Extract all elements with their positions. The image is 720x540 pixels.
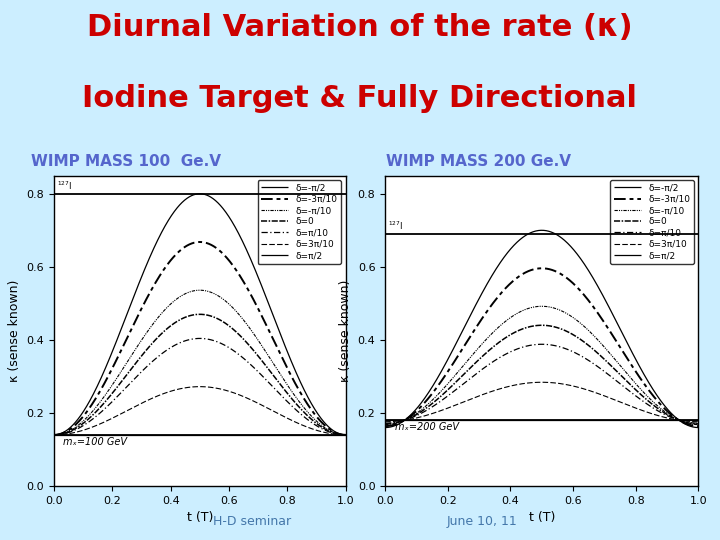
Text: WIMP MASS 200 Ge.V: WIMP MASS 200 Ge.V <box>387 154 571 169</box>
Text: $^{127}$I: $^{127}$I <box>57 179 72 192</box>
Text: mₓ=100 GeV: mₓ=100 GeV <box>63 437 127 447</box>
Text: H-D seminar: H-D seminar <box>213 515 291 528</box>
Text: Diurnal Variation of the rate (κ): Diurnal Variation of the rate (κ) <box>87 14 633 43</box>
Text: $^{127}$I: $^{127}$I <box>388 220 403 232</box>
X-axis label: t (T): t (T) <box>186 511 213 524</box>
Legend: δ=-π/2, δ=-3π/10, δ=-π/10, δ=0, δ=π/10, δ=3π/10, δ=π/2: δ=-π/2, δ=-3π/10, δ=-π/10, δ=0, δ=π/10, … <box>611 180 694 264</box>
Text: WIMP MASS 100  Ge.V: WIMP MASS 100 Ge.V <box>31 154 221 169</box>
Y-axis label: κ (sense known): κ (sense known) <box>339 280 352 382</box>
Text: Iodine Target & Fully Directional: Iodine Target & Fully Directional <box>83 84 637 113</box>
Y-axis label: κ (sense known): κ (sense known) <box>8 280 21 382</box>
Text: mₓ=200 GeV: mₓ=200 GeV <box>395 422 459 432</box>
Text: June 10, 11: June 10, 11 <box>447 515 518 528</box>
Legend: δ=-π/2, δ=-3π/10, δ=-π/10, δ=0, δ=π/10, δ=3π/10, δ=π/2: δ=-π/2, δ=-3π/10, δ=-π/10, δ=0, δ=π/10, … <box>258 180 341 264</box>
X-axis label: t (T): t (T) <box>528 511 555 524</box>
